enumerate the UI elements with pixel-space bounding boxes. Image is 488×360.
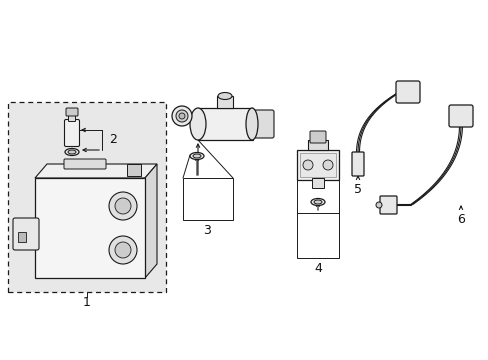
Bar xyxy=(296,150,338,180)
Ellipse shape xyxy=(310,198,325,206)
Text: 6: 6 xyxy=(456,212,464,225)
FancyBboxPatch shape xyxy=(351,152,363,176)
Circle shape xyxy=(115,242,131,258)
Bar xyxy=(299,153,335,177)
Circle shape xyxy=(109,192,137,220)
Circle shape xyxy=(179,113,184,119)
Ellipse shape xyxy=(65,149,79,156)
FancyBboxPatch shape xyxy=(64,159,106,169)
FancyBboxPatch shape xyxy=(379,196,396,214)
Bar xyxy=(311,178,324,188)
Text: 3: 3 xyxy=(203,224,210,237)
Circle shape xyxy=(176,110,187,122)
Circle shape xyxy=(303,160,312,170)
Polygon shape xyxy=(35,164,157,178)
Ellipse shape xyxy=(313,200,321,204)
Bar xyxy=(18,232,26,242)
Ellipse shape xyxy=(190,153,203,159)
FancyBboxPatch shape xyxy=(251,110,273,138)
Ellipse shape xyxy=(68,150,76,154)
FancyBboxPatch shape xyxy=(13,218,39,250)
Text: 2: 2 xyxy=(109,132,117,145)
Ellipse shape xyxy=(245,108,258,140)
Ellipse shape xyxy=(193,154,201,158)
Bar xyxy=(307,140,327,150)
Ellipse shape xyxy=(218,93,231,99)
Circle shape xyxy=(172,106,192,126)
Text: 4: 4 xyxy=(313,261,321,275)
FancyBboxPatch shape xyxy=(309,131,325,143)
Bar xyxy=(127,164,141,176)
Bar xyxy=(217,96,232,108)
FancyBboxPatch shape xyxy=(66,108,78,116)
Circle shape xyxy=(323,160,332,170)
Bar xyxy=(183,178,232,220)
Bar xyxy=(8,102,165,292)
Bar xyxy=(198,108,252,140)
Circle shape xyxy=(115,198,131,214)
FancyBboxPatch shape xyxy=(68,112,75,122)
Circle shape xyxy=(375,202,381,208)
Bar xyxy=(35,178,145,278)
FancyBboxPatch shape xyxy=(64,120,80,147)
FancyBboxPatch shape xyxy=(395,81,419,103)
Polygon shape xyxy=(145,164,157,278)
Circle shape xyxy=(109,236,137,264)
Ellipse shape xyxy=(190,108,205,140)
Text: 5: 5 xyxy=(353,183,361,195)
Bar xyxy=(296,213,338,258)
FancyBboxPatch shape xyxy=(448,105,472,127)
Text: 1: 1 xyxy=(83,296,91,309)
